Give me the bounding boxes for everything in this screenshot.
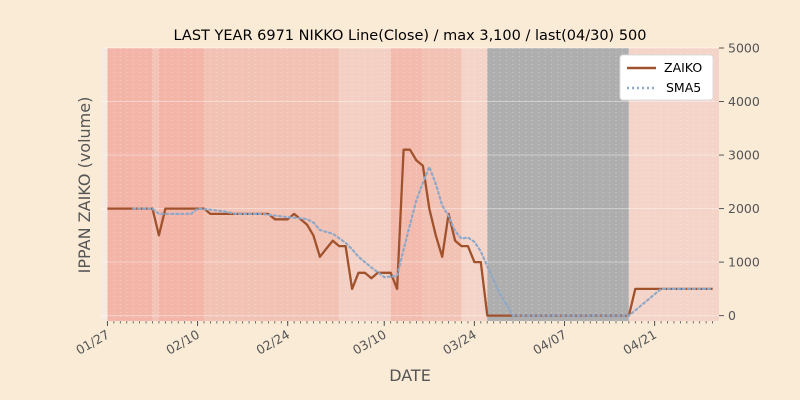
chart-title: LAST YEAR 6971 NIKKO Line(Close) / max 3… — [174, 28, 647, 44]
band-2 — [152, 48, 159, 321]
band-1 — [107, 48, 153, 321]
x-tick-label: 02/10 — [163, 327, 202, 358]
x-tick-label: 04/07 — [530, 327, 569, 358]
y-tick-label: 4000 — [728, 94, 760, 109]
band-7 — [422, 48, 462, 321]
x-tick-label: 03/10 — [350, 327, 389, 358]
y-tick-label: 3000 — [728, 148, 760, 163]
y-axis-label: IPPAN ZAIKO (volume) — [75, 97, 94, 274]
x-tick-label: 04/21 — [620, 327, 659, 358]
grid-lines — [101, 47, 719, 321]
y-tick-label: 2000 — [728, 201, 760, 216]
x-tick-label: 01/27 — [73, 327, 112, 358]
x-axis-label: DATE — [389, 366, 431, 385]
band-5 — [339, 48, 391, 321]
band-0 — [101, 48, 108, 321]
band-9 — [487, 48, 629, 321]
legend: ZAIKO SMA5 — [619, 54, 714, 101]
series-line-sma5 — [132, 165, 714, 317]
legend-label-zaiko: ZAIKO — [664, 60, 702, 75]
y-tick-label: 1000 — [728, 255, 760, 270]
y-tick-label: 5000 — [728, 41, 760, 56]
x-tick-label: 02/24 — [253, 327, 292, 358]
y-tick-label: 0 — [728, 308, 736, 323]
series-lines — [107, 148, 714, 317]
band-3 — [158, 48, 204, 321]
x-tick-label: 03/24 — [440, 327, 479, 358]
band-6 — [390, 48, 423, 321]
band-4 — [204, 48, 340, 321]
legend-label-sma5: SMA5 — [666, 80, 701, 95]
